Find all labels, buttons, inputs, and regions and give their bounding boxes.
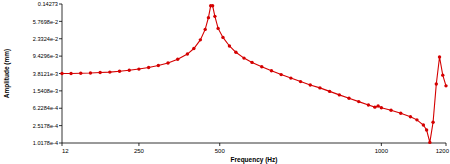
y-tick-label: 6.2284e-4 [33,105,58,111]
x-tick-label: 1000 [375,148,389,154]
y-tick [59,21,62,22]
y-tick-label: 2.3324e-2 [33,36,58,42]
data-point [389,109,392,112]
data-point [79,72,82,75]
data-point [207,16,210,19]
data-point [328,90,331,93]
data-point [228,44,231,47]
data-point [60,72,63,75]
data-point [216,27,219,30]
data-point [166,61,169,64]
data-point [289,76,292,79]
y-tick-label: 5.7698e-2 [33,19,58,25]
data-point [422,123,425,126]
data-point [108,70,111,73]
data-point [211,4,214,7]
y-tick [59,108,62,109]
data-point [435,82,438,85]
data-point [299,80,302,83]
data-point [213,15,216,18]
data-point [431,121,434,124]
data-point [415,118,418,121]
y-tick-label: 1.5408e-3 [33,88,58,94]
x-tick [446,143,447,146]
data-point [279,73,282,76]
y-tick-label: 3.8121e-3 [33,71,58,77]
data-point [309,83,312,86]
x-tick-label: 12 [62,148,69,154]
data-point [376,104,379,107]
y-tick-label: 9.4296e-3 [33,53,58,59]
data-point [234,51,237,54]
y-axis-label: Amplitude (mm) [3,49,11,98]
data-point [441,73,444,76]
data-point [250,61,253,64]
data-point [357,100,360,103]
x-tick-label: 250 [134,148,145,154]
data-point [147,66,150,69]
data-point [242,56,245,59]
data-point [203,28,206,31]
data-point [157,64,160,67]
x-tick-label: 500 [215,148,226,154]
data-point [425,128,428,131]
y-tick-label: 1.0178e-4 [33,140,58,146]
data-point [428,141,431,144]
data-point [318,86,321,89]
data-point [373,105,376,108]
data-point [192,47,195,50]
data-point [338,93,341,96]
data-point [260,65,263,68]
x-tick [219,143,220,146]
y-tick [59,125,62,126]
y-tick [59,143,62,144]
data-point [199,38,202,41]
series-line [62,6,446,143]
data-point [89,71,92,74]
data-point [438,55,441,58]
data-point [270,69,273,72]
y-tick [59,90,62,91]
data-point [176,58,179,61]
y-tick [59,4,62,5]
y-tick-label: 0.14273 [38,1,58,7]
x-tick [62,143,63,146]
x-tick [138,143,139,146]
data-point [69,72,72,75]
data-point [186,52,189,55]
data-point [409,115,412,118]
data-point [128,69,131,72]
x-axis [62,143,446,144]
data-point [347,97,350,100]
data-point [137,67,140,70]
x-axis-label: Frequency (Hz) [231,156,278,164]
y-tick [59,38,62,39]
x-tick-label: 1200 [436,148,450,154]
data-point [444,84,447,87]
x-tick [381,143,382,146]
y-tick-label: 2.5178e-4 [33,123,58,129]
data-point [380,106,383,109]
data-point [221,36,224,39]
chart: 1.0178e-4 2.5178e-4 6.2284e-4 1.5408e-3 3.81… [0,0,450,164]
data-point [118,69,121,72]
plot-area [60,4,447,144]
data-point [399,112,402,115]
y-tick [59,56,62,57]
data-point [98,71,101,74]
data-point [367,103,370,106]
